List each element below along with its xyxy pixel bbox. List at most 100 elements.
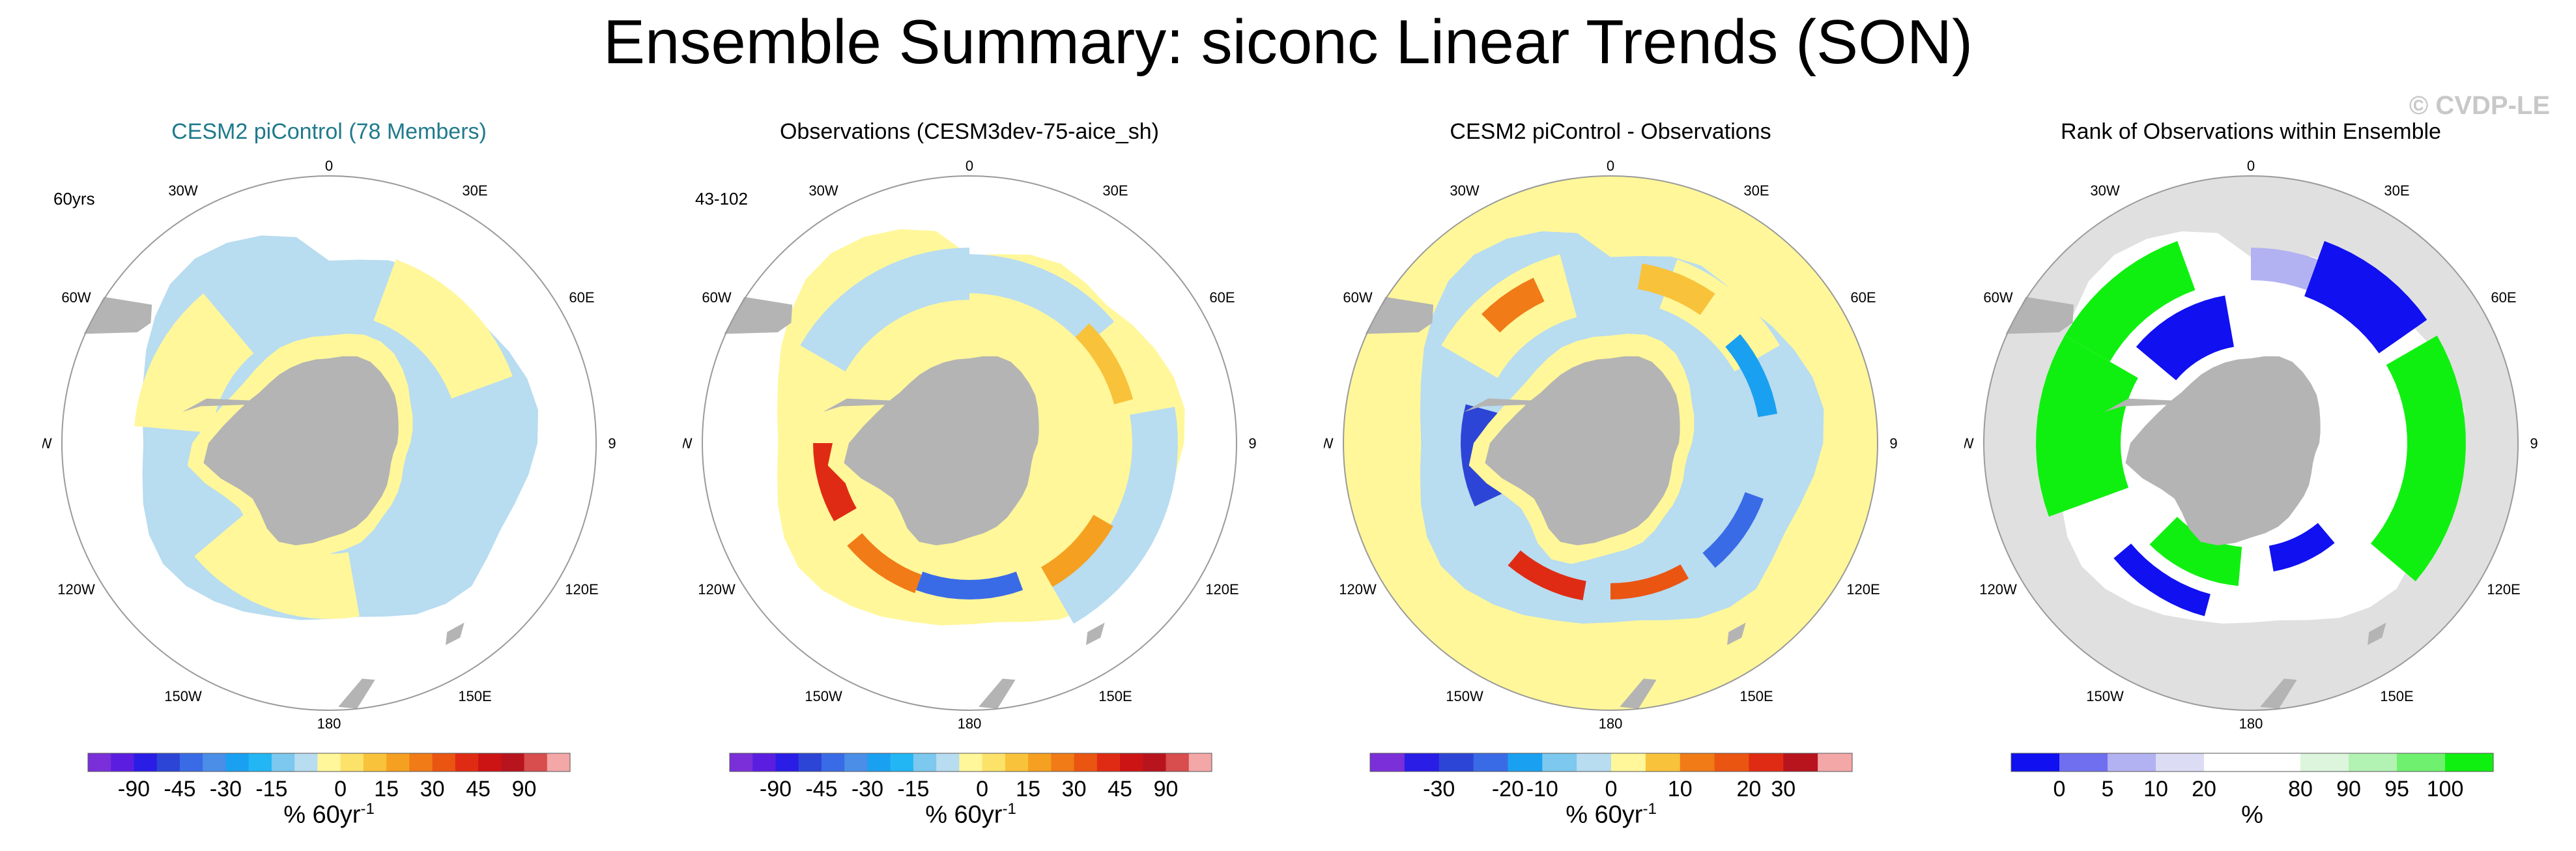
rank-patch-lowish bbox=[2251, 248, 2318, 291]
colorbar-4-unit: % bbox=[2241, 801, 2263, 829]
colorbar-swatch bbox=[1783, 753, 1818, 772]
lon-label-180: 180 bbox=[317, 715, 341, 730]
trend-patch-negative bbox=[1051, 407, 1178, 624]
colorbar-swatch bbox=[1051, 753, 1075, 772]
lon-label-120w: 120W bbox=[1979, 581, 2017, 598]
colorbar-swatch bbox=[363, 753, 387, 772]
new-zealand bbox=[338, 678, 375, 709]
colorbar-tick-label: -30 bbox=[210, 777, 242, 801]
lon-label-120w: 120W bbox=[1339, 581, 1377, 598]
lon-label-0: 0 bbox=[2247, 158, 2255, 174]
colorbar-swatch bbox=[775, 753, 799, 772]
colorbar-swatch bbox=[1143, 753, 1167, 772]
watermark: © CVDP-LE bbox=[2409, 91, 2550, 120]
south-america-tip bbox=[2005, 296, 2074, 334]
colorbar-swatch bbox=[2059, 753, 2108, 772]
lon-label-30e: 30E bbox=[462, 182, 487, 199]
map-boundary-circle bbox=[1983, 175, 2519, 711]
rank-patch-low bbox=[2113, 543, 2211, 616]
trend-patch-strong-positive bbox=[847, 533, 922, 594]
map-boundary-circle bbox=[1343, 175, 1878, 711]
lon-label-180: 180 bbox=[2239, 715, 2263, 730]
colorbar-swatch bbox=[547, 753, 571, 772]
lon-label-150e: 150E bbox=[2380, 688, 2413, 704]
colorbar-tick-label: 20 bbox=[2192, 777, 2216, 801]
colorbar-tick-label: -15 bbox=[897, 777, 929, 801]
colorbar-swatch bbox=[844, 753, 868, 772]
polar-map-rank: 0 180 30E 60E 90E 120E 150E 30W 60W 90W 120W 150W bbox=[1964, 158, 2538, 730]
trend-patch-strong-positive bbox=[1637, 263, 1715, 315]
colorbar-swatch bbox=[478, 753, 502, 772]
colorbar-tick-label: 90 bbox=[2336, 777, 2361, 801]
lon-label-90e: 90E bbox=[608, 435, 616, 452]
colorbar-tick-label: -20 bbox=[1492, 777, 1524, 801]
colorbar-swatch bbox=[432, 753, 456, 772]
colorbar-swatch bbox=[2349, 753, 2397, 772]
lon-label-90e: 90E bbox=[1889, 435, 1897, 452]
colorbar-tick-label: -30 bbox=[1423, 777, 1455, 801]
colorbar-tick-label: 80 bbox=[2288, 777, 2313, 801]
colorbar-frame bbox=[729, 753, 1212, 772]
colorbar-difference: -30 -20 -10 0 10 20 30 bbox=[1369, 753, 1853, 801]
landmass-group bbox=[2005, 296, 2386, 709]
lon-label-60w: 60W bbox=[1983, 289, 2012, 306]
colorbar-swatch bbox=[1714, 753, 1749, 772]
colorbar-tick-label: -45 bbox=[164, 777, 195, 801]
colorbar-swatch bbox=[959, 753, 983, 772]
south-america-tip bbox=[1365, 296, 1434, 334]
colorbar-tick-label: 100 bbox=[2427, 777, 2464, 801]
lon-label-150w: 150W bbox=[2086, 688, 2124, 704]
trend-patch-strong-positive bbox=[1610, 564, 1689, 599]
landmass-group bbox=[1365, 296, 1746, 709]
tasmania bbox=[1727, 622, 1746, 646]
colorbar-frame bbox=[87, 753, 571, 772]
colorbar-swatch bbox=[409, 753, 433, 772]
colorbar-observations: -90 -45 -30 -15 0 15 30 45 90 bbox=[729, 753, 1212, 801]
colorbar-swatch bbox=[1749, 753, 1784, 772]
lon-label-150e: 150E bbox=[1098, 688, 1132, 704]
trend-patch-strong-positive bbox=[1481, 278, 1545, 333]
antarctica-landmass bbox=[844, 356, 1039, 545]
rank-patch-low bbox=[2304, 240, 2427, 354]
colorbar-swatch bbox=[248, 753, 272, 772]
colorbar-cesm2: -90 -45 -30 -15 0 15 30 45 90 bbox=[87, 753, 571, 801]
colorbar-3-unit: % 60yr-1 bbox=[1566, 800, 1657, 829]
tasmania bbox=[2368, 622, 2386, 646]
panel-2-note: 43-102 bbox=[695, 189, 748, 209]
colorbar-tick-label: 45 bbox=[1108, 777, 1132, 801]
colorbar-swatch bbox=[203, 753, 226, 772]
rank-patch-high bbox=[2370, 336, 2466, 582]
colorbar-swatch bbox=[867, 753, 891, 772]
trend-patch-strong-positive bbox=[1041, 515, 1113, 587]
colorbar-tick-label: 30 bbox=[1771, 777, 1796, 801]
colorbar-tick-label: -90 bbox=[760, 777, 792, 801]
colorbar-swatch bbox=[179, 753, 203, 772]
colorbar-swatch bbox=[271, 753, 295, 772]
lon-label-60e: 60E bbox=[1209, 289, 1235, 306]
lon-label-90w: 90W bbox=[1324, 435, 1334, 452]
colorbar-tick-label: 0 bbox=[334, 777, 347, 801]
lon-label-120w: 120W bbox=[698, 581, 736, 598]
colorbar-tick-label: 15 bbox=[1016, 777, 1040, 801]
colorbar-swatch bbox=[1188, 753, 1212, 772]
lon-label-30w: 30W bbox=[2090, 182, 2119, 199]
lon-label-120w: 120W bbox=[57, 581, 95, 598]
lon-label-120e: 120E bbox=[565, 581, 598, 598]
lon-label-30e: 30E bbox=[1743, 182, 1769, 199]
colorbar-tick-label: 10 bbox=[2143, 777, 2168, 801]
colorbar-tick-label: 0 bbox=[1605, 777, 1618, 801]
colorbar-swatch bbox=[936, 753, 960, 772]
colorbar-swatch bbox=[386, 753, 410, 772]
colorbar-swatch bbox=[1473, 753, 1508, 772]
panel-2-title: Observations (CESM3dev-75-aice_sh) bbox=[779, 119, 1160, 144]
lon-label-120e: 120E bbox=[1205, 581, 1238, 598]
colorbar-swatch bbox=[501, 753, 525, 772]
antarctic-peninsula bbox=[2104, 398, 2178, 412]
trend-patch-negative bbox=[800, 248, 969, 371]
colorbar-swatch bbox=[1680, 753, 1715, 772]
colorbar-tick-label: -90 bbox=[118, 777, 150, 801]
trend-patch-positive bbox=[373, 259, 513, 399]
lon-label-0: 0 bbox=[325, 158, 333, 174]
trend-patch-negative bbox=[969, 254, 1115, 347]
new-zealand bbox=[979, 678, 1016, 709]
